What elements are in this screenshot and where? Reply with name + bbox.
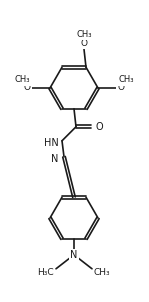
Text: N: N bbox=[70, 250, 78, 260]
Text: CH₃: CH₃ bbox=[118, 76, 134, 85]
Text: O: O bbox=[80, 39, 87, 48]
Text: H₃C: H₃C bbox=[37, 268, 54, 277]
Text: O: O bbox=[24, 83, 31, 92]
Text: CH₃: CH₃ bbox=[94, 268, 111, 277]
Text: N: N bbox=[51, 154, 58, 164]
Text: CH₃: CH₃ bbox=[14, 76, 30, 85]
Text: CH₃: CH₃ bbox=[76, 30, 92, 39]
Text: O: O bbox=[96, 122, 104, 132]
Text: O: O bbox=[117, 83, 124, 92]
Text: HN: HN bbox=[44, 138, 59, 148]
